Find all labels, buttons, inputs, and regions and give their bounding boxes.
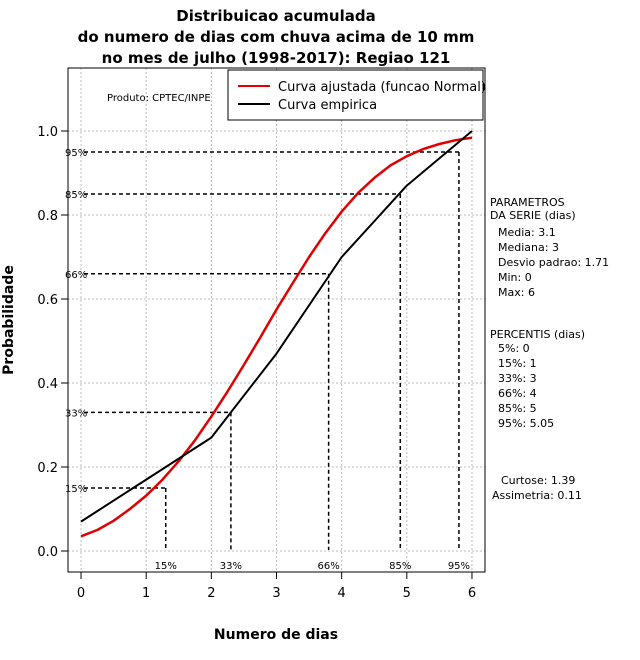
- parametro-2: Desvio padrao: 1.71: [498, 256, 609, 269]
- percentile-y-label-4: 95%: [65, 148, 87, 159]
- x-tick-label-2: 2: [207, 586, 215, 601]
- percentil-4: 85%: 5: [498, 402, 537, 415]
- producer-label: Produto: CPTEC/INPE: [107, 93, 211, 104]
- percentile-x-label-2: 66%: [318, 561, 340, 572]
- assimetria: Assimetria: 0.11: [492, 489, 582, 502]
- fitted-normal-curve: [80, 136, 473, 538]
- y-tick-label-3: 0.6: [37, 293, 58, 308]
- x-tick-label-3: 3: [272, 586, 280, 601]
- percentile-y-label-3: 85%: [65, 190, 87, 201]
- parametros-title-0: PARAMETROS: [490, 196, 565, 209]
- percentil-3: 66%: 4: [498, 387, 537, 400]
- x-tick-label-0: 0: [77, 586, 85, 601]
- percentile-labels: 15% 15% 33% 33% 66% 66% 85% 85% 95% 95%: [65, 148, 470, 572]
- y-tick-label-2: 0.4: [37, 377, 58, 392]
- percentile-x-label-1: 33%: [220, 561, 242, 572]
- title-line-2: do numero de dias com chuva acima de 10 …: [78, 28, 475, 46]
- parametro-3: Min: 0: [498, 271, 532, 284]
- series: [80, 130, 473, 538]
- x-axis-title: Numero de dias: [214, 627, 338, 643]
- y-tick-label-0: 0.0: [37, 545, 58, 560]
- percentile-y-label-0: 15%: [65, 484, 87, 495]
- percentile-y-label-1: 33%: [65, 408, 87, 419]
- parametro-0: Media: 3.1: [498, 226, 556, 239]
- title-line-1: Distribuicao acumulada: [176, 7, 375, 25]
- parametro-4: Max: 6: [498, 286, 535, 299]
- percentile-y-label-2: 66%: [65, 270, 87, 281]
- title-line-3: no mes de julho (1998-2017): Regiao 121: [102, 49, 451, 67]
- y-tick-label-1: 0.2: [37, 461, 58, 476]
- x-tick-label-4: 4: [338, 586, 346, 601]
- legend-box: [227, 69, 484, 121]
- legend: Curva ajustada (funcao Normal) Curva empi…: [227, 69, 486, 121]
- grid: [68, 68, 485, 572]
- axes: 0 1 2 3 4 5 6 0.0 0.2 0.4 0.6 0.8 1.0 Numero de dias P…: [1, 125, 476, 643]
- parametro-1: Mediana: 3: [498, 241, 559, 254]
- x-tick-label-1: 1: [142, 586, 150, 601]
- percentis-title: PERCENTIS (dias): [490, 328, 585, 341]
- percentil-2: 33%: 3: [498, 372, 537, 385]
- y-tick-label-5: 1.0: [37, 125, 58, 140]
- empirical-curve: [80, 130, 473, 523]
- percentile-x-label-4: 95%: [448, 561, 470, 572]
- percentile-x-label-3: 85%: [389, 561, 411, 572]
- legend-label-1: Curva empirica: [278, 98, 377, 113]
- percentile-x-label-0: 15%: [155, 561, 177, 572]
- parametros-title-1: DA SERIE (dias): [490, 209, 576, 222]
- chart-title: Distribuicao acumulada do numero de dias …: [78, 7, 475, 67]
- y-axis-title: Probabilidade: [1, 265, 17, 375]
- x-tick-label-5: 5: [403, 586, 411, 601]
- y-tick-label-4: 0.8: [37, 209, 58, 224]
- curtose: Curtose: 1.39: [501, 474, 575, 487]
- percentil-0: 5%: 0: [498, 342, 530, 355]
- percentile-lines: [84, 151, 460, 550]
- legend-label-0: Curva ajustada (funcao Normal): [278, 80, 486, 95]
- x-tick-label-6: 6: [468, 586, 476, 601]
- percentil-1: 15%: 1: [498, 357, 537, 370]
- percentil-5: 95%: 5.05: [498, 417, 554, 430]
